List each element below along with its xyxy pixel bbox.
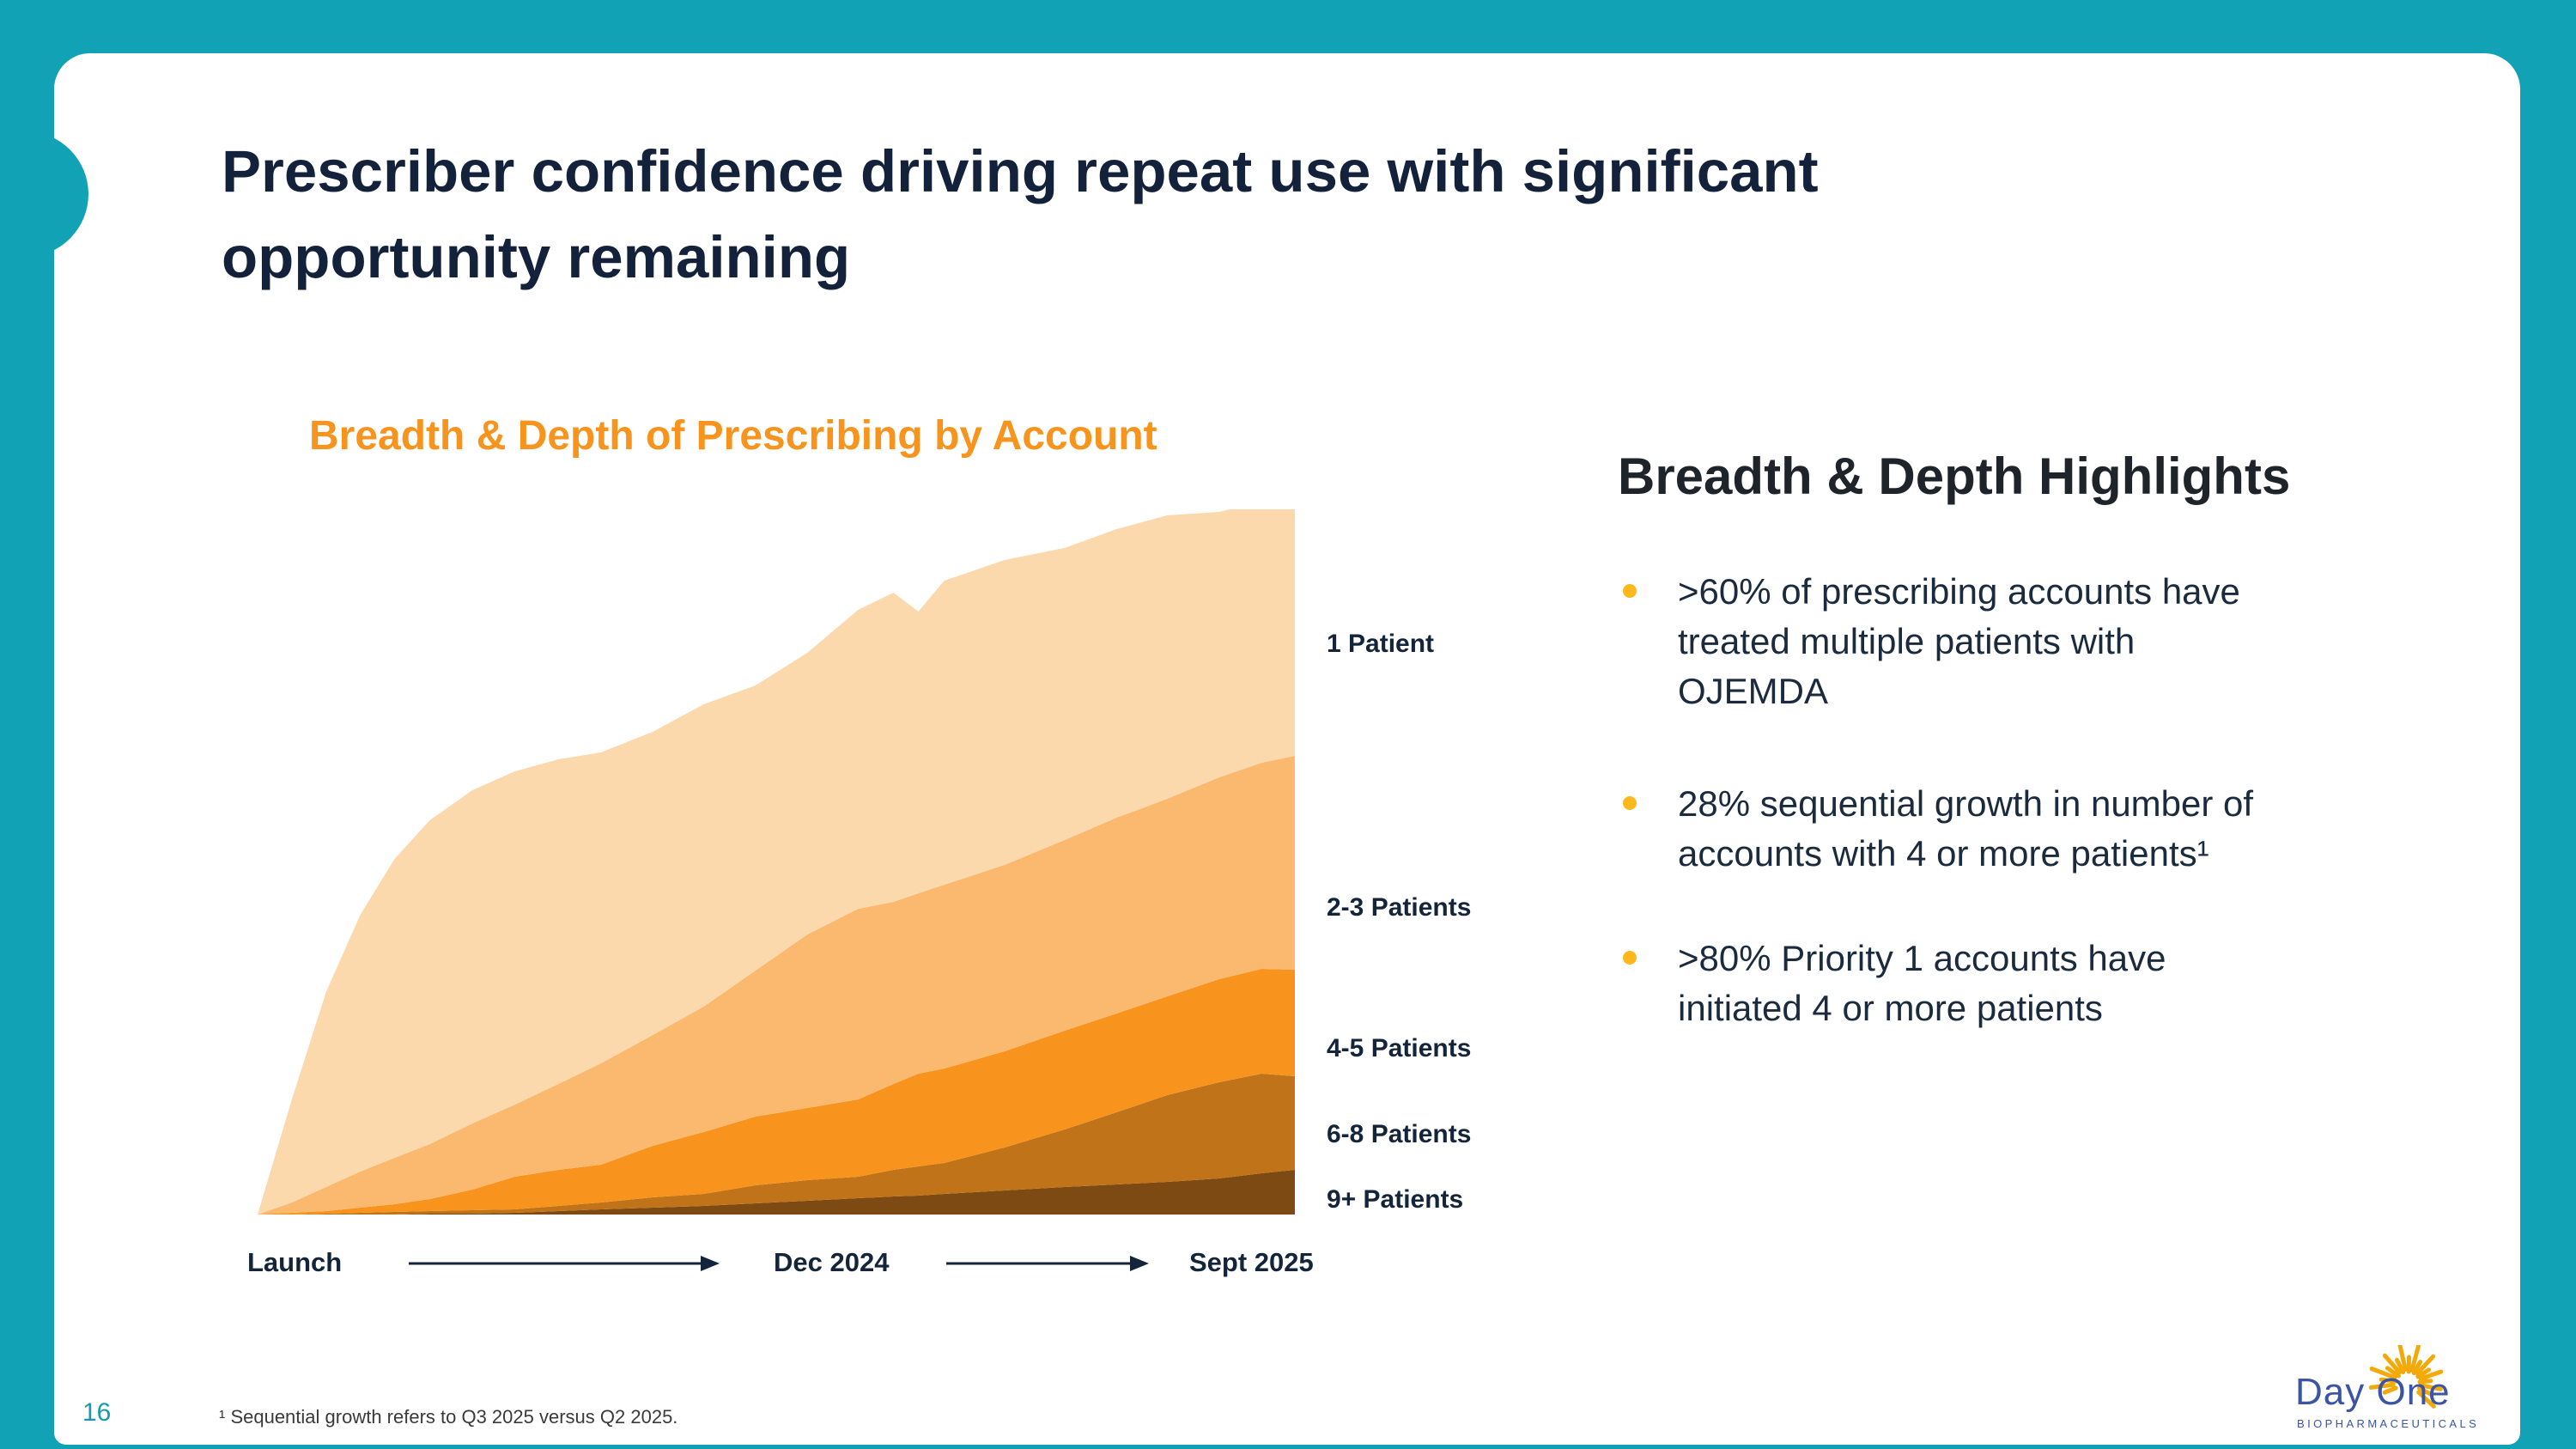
slide-title: Prescriber confidence driving repeat use… [222,129,2248,301]
sun-ray [2415,1367,2431,1379]
slide-title-line-2: opportunity remaining [222,224,851,290]
bullet-line: initiated 4 or more patients [1678,988,2103,1028]
sun-ray [2417,1379,2433,1385]
bullet-text: >80% Priority 1 accounts have initiated … [1678,934,2166,1033]
sun-ray [2419,1383,2443,1391]
sun-ray [2418,1369,2444,1381]
area-band-1-patient [258,509,1295,1215]
series-label-2-3-patients: 2-3 Patients [1327,893,1472,922]
area-band-9-patients [258,1170,1295,1215]
sun-ray [2368,1382,2396,1390]
page-number: 16 [82,1398,112,1427]
highlights-heading: Breadth & Depth Highlights [1618,447,2291,505]
timeline-arrow-icon [409,1256,720,1271]
sun-ray [2379,1377,2398,1384]
bullet-line: 28% sequential growth in number of [1678,783,2254,824]
footnote: ¹ Sequential growth refers to Q3 2025 ve… [219,1406,678,1428]
sunburst-icon [2368,1345,2444,1409]
bullet-dot-icon [1623,584,1637,598]
sun-ray [2394,1357,2406,1374]
series-label-9-plus-patients: 9+ Patients [1327,1185,1464,1214]
series-label-4-5-patients: 4-5 Patients [1327,1034,1472,1062]
logo-subtext: BIOPHARMACEUTICALS [2297,1417,2480,1430]
bullet-line: >80% Priority 1 accounts have [1678,938,2166,978]
x-axis-label-launch: Launch [247,1247,343,1277]
sun-ray [2382,1353,2402,1375]
bullet-dot-icon [1623,796,1637,810]
stacked-area-chart [258,509,1295,1215]
sun-ray [2385,1366,2401,1379]
bullet-text: 28% sequential growth in number of accou… [1678,779,2253,879]
timeline-arrow-icon [946,1256,1149,1271]
sun-ray [2416,1390,2436,1409]
sun-ray [2417,1385,2434,1397]
list-item: >80% Priority 1 accounts have initiated … [1618,934,2166,1033]
series-label-1-patient: 1 Patient [1327,630,1435,658]
list-item: >60% of prescribing accounts have treate… [1618,567,2240,716]
sun-ray [2415,1354,2436,1376]
list-item: 28% sequential growth in number of accou… [1618,779,2253,879]
bullet-line: >60% of prescribing accounts have [1678,571,2240,612]
day-one-biopharmaceuticals-logo: Day One BIOPHARMACEUTICALS [2280,1345,2529,1441]
sun-ray [2382,1385,2398,1395]
x-axis-label-sept-2025: Sept 2025 [1189,1247,1314,1277]
series-label-6-8-patients: 6-8 Patients [1327,1120,1472,1148]
chart-title: Breadth & Depth of Prescribing by Accoun… [309,413,1157,459]
sun-ray [2411,1360,2423,1376]
bullet-line: accounts with 4 or more patients¹ [1678,833,2209,874]
x-axis-label-dec-2024: Dec 2024 [774,1247,890,1277]
logo-name: Day One [2295,1371,2451,1413]
bullet-dot-icon [1623,951,1637,965]
slide-title-line-1: Prescriber confidence driving repeat use… [222,138,1819,204]
bullet-text: >60% of prescribing accounts have treate… [1678,567,2240,716]
bullet-line: treated multiple patients with [1678,621,2136,661]
area-band-6-8-patients [258,1074,1295,1215]
area-band-4-5-patients [258,969,1295,1215]
area-band-2-3-patients [258,756,1295,1215]
sun-ray [2409,1345,2421,1373]
sun-ray [2397,1345,2408,1372]
sun-ray [2369,1367,2397,1380]
bullet-line: OJEMDA [1678,671,1829,711]
